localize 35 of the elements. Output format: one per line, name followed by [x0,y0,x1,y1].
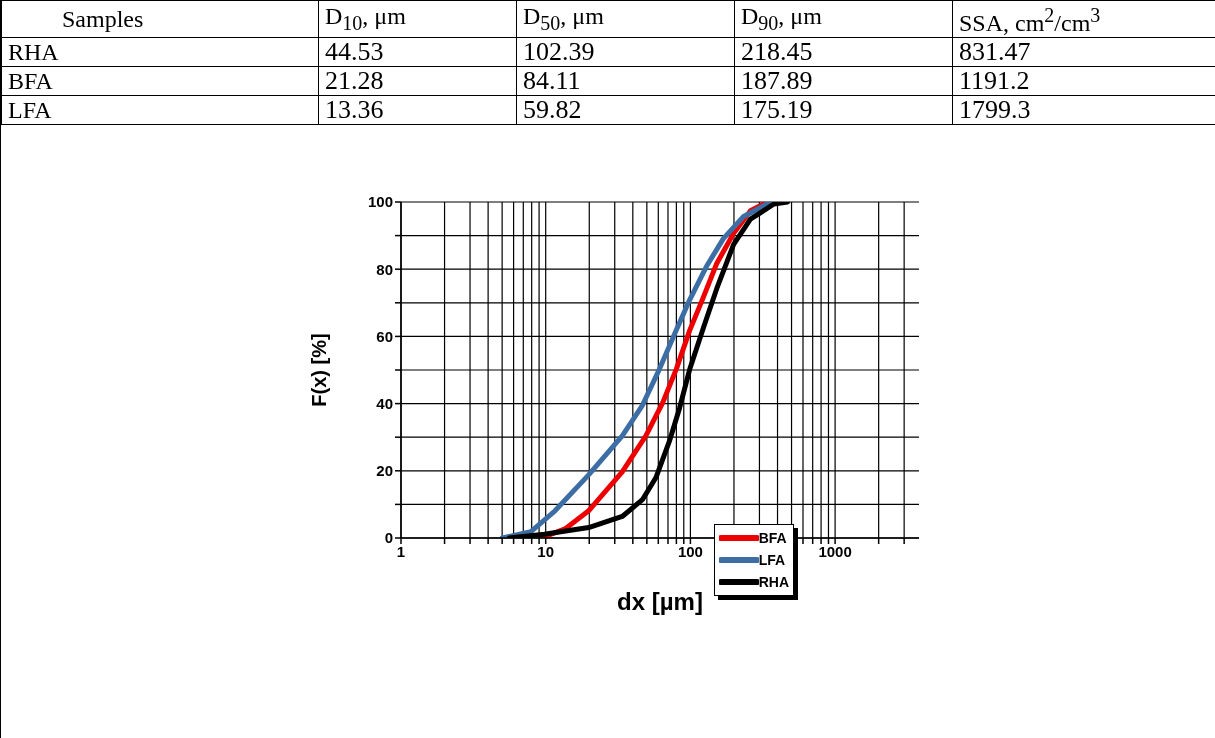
x-tick-label: 100 [677,542,703,560]
legend-label: BFA [758,530,787,546]
category-label: LFA [8,97,52,123]
text: 59.82 [523,95,582,124]
text: 84.11 [523,66,581,95]
y-tick-label: 100 [367,193,393,211]
text: 13.36 [325,95,384,124]
x-tick-label: 10 [537,542,555,560]
text: 21.28 [325,66,384,95]
x-tick-label: 1 [396,542,406,560]
category-label: D$_{50}$, μm [516,0,735,38]
text: 1191.2 [959,66,1030,95]
x-tick-label: 1000 [818,542,852,560]
category-label: D$_{90}$, μm [734,0,953,38]
y-tick-label: 80 [376,260,393,278]
y-tick-label: 40 [376,394,393,412]
category-label: Samples [1,0,319,38]
text: 187.89 [741,66,813,95]
category-label: RHA [8,39,59,65]
y-axis-title: F(x) [%] [308,333,331,407]
category-label: SSA, cm$^{2}$/cm$^{3}$ [952,0,1215,38]
x-axis-title: dx [µm] [617,588,703,615]
text: 44.53 [325,37,384,66]
y-tick-label: 0 [384,529,393,547]
category-label: D$_{10}$, μm [318,0,517,38]
text: 218.45 [741,37,813,66]
text: 831.47 [959,37,1031,66]
y-tick-label: 20 [376,462,393,480]
text: 1799.3 [959,95,1031,124]
y-tick-label: 60 [376,327,393,345]
category-label: BFA [8,68,53,94]
text: 175.19 [741,95,813,124]
legend-label: RHA [758,574,789,590]
legend-label: LFA [758,552,786,568]
text: 102.39 [523,37,595,66]
